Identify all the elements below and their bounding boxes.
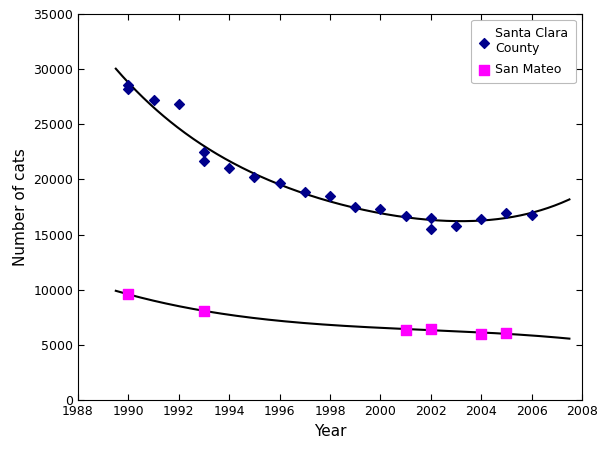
- X-axis label: Year: Year: [314, 424, 346, 439]
- Santa Clara
County: [325, 192, 335, 200]
- Santa Clara
County: [275, 179, 284, 187]
- Santa Clara
County: [124, 82, 133, 89]
- San Mateo: [476, 330, 486, 338]
- San Mateo: [199, 307, 209, 314]
- Santa Clara
County: [174, 101, 184, 108]
- Santa Clara
County: [502, 209, 511, 216]
- San Mateo: [426, 325, 436, 332]
- Santa Clara
County: [124, 85, 133, 92]
- Santa Clara
County: [350, 203, 360, 211]
- Santa Clara
County: [426, 214, 436, 222]
- Santa Clara
County: [376, 206, 385, 213]
- Santa Clara
County: [250, 173, 259, 181]
- Santa Clara
County: [199, 148, 209, 156]
- Santa Clara
County: [451, 222, 461, 229]
- Santa Clara
County: [476, 216, 486, 223]
- Santa Clara
County: [199, 157, 209, 164]
- Santa Clara
County: [300, 188, 310, 195]
- Santa Clara
County: [527, 211, 536, 218]
- San Mateo: [401, 326, 410, 334]
- Santa Clara
County: [401, 212, 410, 219]
- San Mateo: [124, 291, 133, 298]
- Santa Clara
County: [224, 165, 234, 172]
- San Mateo: [502, 329, 511, 337]
- Y-axis label: Number of cats: Number of cats: [13, 148, 28, 266]
- Legend: Santa Clara
County, San Mateo: Santa Clara County, San Mateo: [472, 20, 576, 83]
- Santa Clara
County: [426, 226, 436, 233]
- Santa Clara
County: [149, 96, 158, 103]
